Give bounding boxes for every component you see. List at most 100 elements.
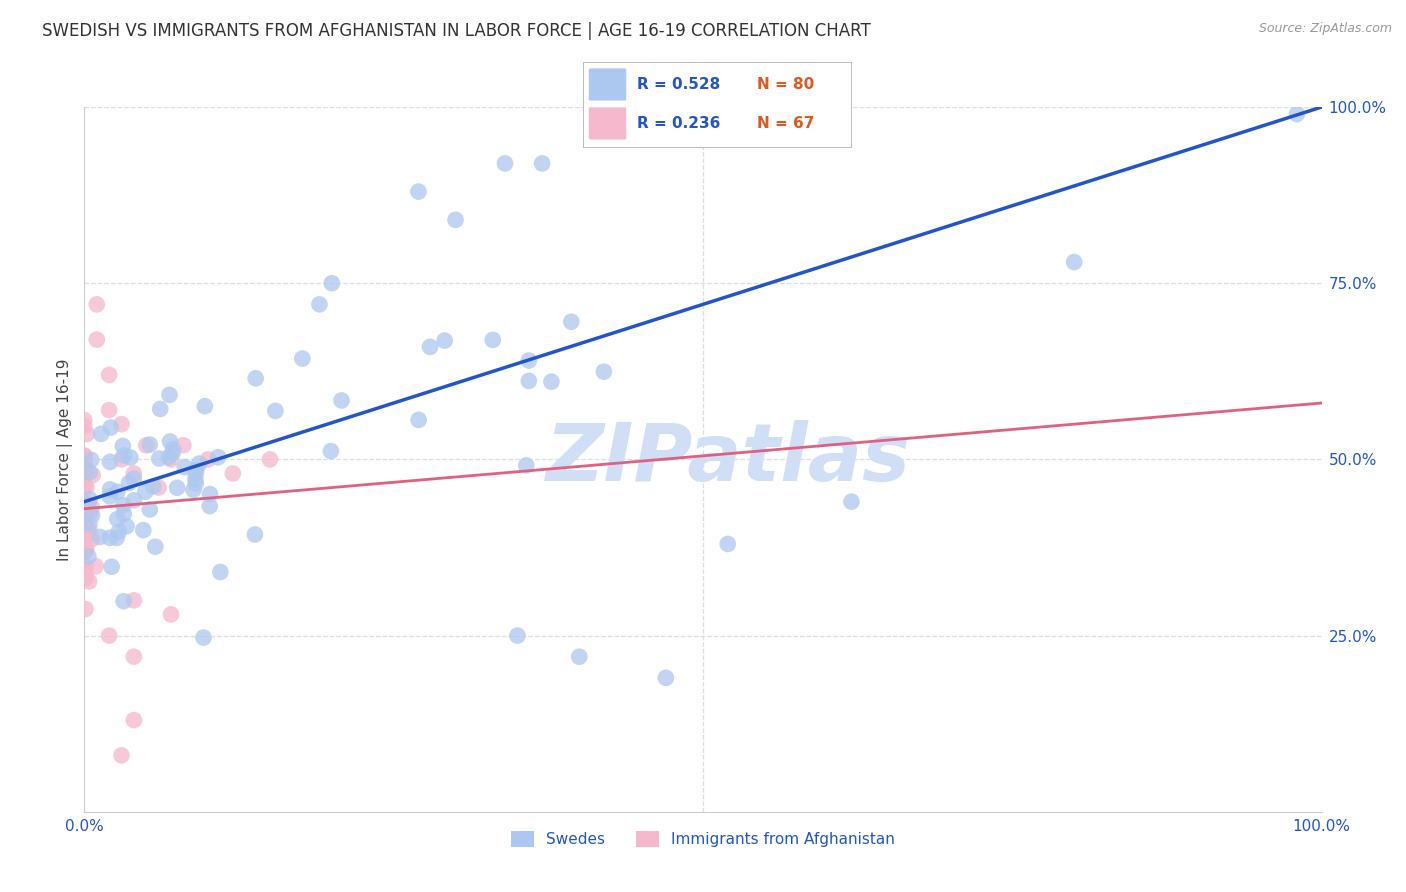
Point — [115, 519, 138, 533]
Point — [112, 448, 135, 462]
Point — [291, 351, 314, 366]
Text: R = 0.236: R = 0.236 — [637, 116, 720, 131]
Point — [73, 533, 96, 547]
Point — [111, 439, 134, 453]
Point — [73, 449, 96, 463]
Text: Source: ZipAtlas.com: Source: ZipAtlas.com — [1258, 22, 1392, 36]
Point — [75, 542, 97, 557]
Point — [73, 483, 96, 498]
Point — [717, 537, 740, 551]
Point — [79, 505, 101, 519]
Point — [80, 500, 103, 515]
Point — [444, 212, 467, 227]
Point — [139, 437, 162, 451]
Point — [319, 444, 342, 458]
Point — [481, 333, 503, 347]
Point — [84, 559, 107, 574]
Legend: Swedes, Immigrants from Afghanistan: Swedes, Immigrants from Afghanistan — [505, 825, 901, 854]
Point — [86, 297, 108, 311]
Point — [515, 458, 537, 473]
Point — [76, 426, 98, 441]
Point — [1063, 255, 1085, 269]
Point — [118, 475, 141, 490]
Point — [75, 480, 97, 494]
Point — [419, 340, 441, 354]
Point — [198, 499, 221, 513]
Point — [122, 467, 145, 481]
Point — [75, 497, 97, 511]
Point — [75, 521, 97, 535]
Point — [73, 458, 96, 473]
Point — [142, 479, 165, 493]
Point — [222, 467, 245, 481]
Point — [73, 511, 96, 525]
Point — [506, 628, 529, 642]
Point — [160, 452, 183, 467]
Point — [82, 468, 104, 483]
Point — [243, 527, 266, 541]
Point — [655, 671, 678, 685]
Point — [159, 434, 181, 449]
Point — [73, 507, 96, 521]
Point — [80, 508, 103, 523]
Text: R = 0.528: R = 0.528 — [637, 77, 720, 92]
Point — [100, 559, 122, 574]
Point — [107, 524, 129, 539]
Point — [134, 484, 156, 499]
Point — [98, 368, 121, 382]
Point — [433, 334, 456, 348]
Point — [184, 472, 207, 486]
Point — [75, 533, 97, 548]
Point — [90, 426, 112, 441]
Point — [75, 518, 97, 533]
Point — [73, 477, 96, 491]
Point — [75, 534, 97, 549]
Point — [110, 417, 132, 431]
Point — [592, 365, 614, 379]
Point — [122, 472, 145, 486]
Text: N = 67: N = 67 — [756, 116, 814, 131]
Point — [79, 466, 101, 480]
Point — [132, 523, 155, 537]
Point — [148, 481, 170, 495]
Point — [148, 451, 170, 466]
Point — [188, 457, 211, 471]
Point — [89, 530, 111, 544]
Point — [172, 438, 194, 452]
Point — [77, 549, 100, 564]
Point — [73, 526, 96, 541]
Point — [166, 481, 188, 495]
Point — [321, 277, 343, 291]
Point — [157, 450, 180, 465]
Point — [98, 403, 121, 417]
Point — [98, 628, 121, 642]
FancyBboxPatch shape — [589, 107, 626, 139]
Point — [531, 156, 554, 170]
Point — [107, 484, 129, 499]
Point — [98, 489, 121, 503]
Point — [264, 404, 287, 418]
Point — [184, 476, 207, 491]
Point — [75, 466, 97, 480]
Point — [330, 393, 353, 408]
Point — [73, 449, 96, 463]
Point — [77, 498, 100, 512]
Point — [73, 499, 96, 513]
Point — [568, 649, 591, 664]
Point — [259, 452, 281, 467]
Point — [494, 156, 516, 170]
Text: N = 80: N = 80 — [756, 77, 814, 92]
Text: ZIPatlas: ZIPatlas — [546, 420, 910, 499]
Text: SWEDISH VS IMMIGRANTS FROM AFGHANISTAN IN LABOR FORCE | AGE 16-19 CORRELATION CH: SWEDISH VS IMMIGRANTS FROM AFGHANISTAN I… — [42, 22, 870, 40]
Point — [98, 483, 121, 497]
Point — [105, 531, 128, 545]
Point — [540, 375, 562, 389]
Point — [73, 503, 96, 517]
Point — [79, 517, 101, 532]
Point — [73, 451, 96, 466]
Point — [86, 333, 108, 347]
Point — [73, 479, 96, 493]
Point — [112, 498, 135, 512]
Point — [194, 399, 217, 413]
Point — [73, 413, 96, 427]
